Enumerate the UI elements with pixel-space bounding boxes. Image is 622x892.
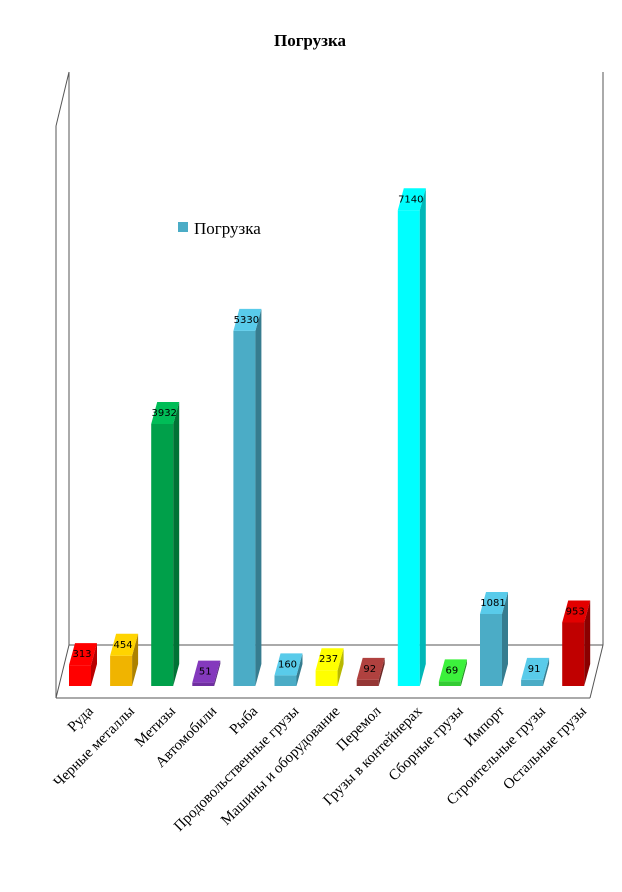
bar <box>480 591 508 686</box>
bar-side-face <box>378 657 385 686</box>
data-label: 953 <box>566 607 585 618</box>
floor-left-edge <box>55 644 70 699</box>
bar-side-face <box>460 659 467 686</box>
bar-top-face <box>397 188 426 211</box>
bar-top-face <box>110 633 139 656</box>
bar-top-face <box>315 648 344 671</box>
bar <box>192 660 221 686</box>
bar-front-face <box>521 679 544 686</box>
bar-top-face <box>356 657 385 680</box>
bar-front-face <box>233 330 256 686</box>
legend-swatch <box>178 222 188 232</box>
data-labels-group: 313 454 3932 51 5330 160 237 92 7140 69 1081 91 953 <box>72 194 584 677</box>
data-label: 5330 <box>234 315 259 326</box>
bar <box>397 188 426 687</box>
bar-top-face <box>274 653 303 676</box>
bar <box>151 402 180 686</box>
bar-top-face <box>438 659 467 682</box>
bar-side-face <box>91 643 97 686</box>
data-label: 454 <box>114 640 133 651</box>
bar <box>110 633 139 686</box>
bar <box>315 648 344 686</box>
data-label: 313 <box>72 649 91 660</box>
bar-side-face <box>584 600 591 686</box>
bar-top-face <box>192 660 221 683</box>
data-label: 1081 <box>480 598 505 609</box>
bar-side-face <box>132 633 139 686</box>
bar-side-face <box>255 308 262 686</box>
bar-front-face <box>562 622 585 686</box>
bar <box>438 659 467 686</box>
bars-group <box>69 188 591 687</box>
legend-label: Погрузка <box>194 219 261 238</box>
data-label: 237 <box>319 654 338 665</box>
bar-top-face <box>233 308 262 331</box>
bar-front-face <box>69 665 91 686</box>
side-wall-top-edge <box>55 71 70 127</box>
bar-side-face <box>214 660 221 686</box>
bar <box>562 600 591 686</box>
bar-side-face <box>296 653 303 686</box>
chart-title: Погрузка <box>274 31 347 50</box>
bar-top-face <box>69 643 97 666</box>
data-label: 7140 <box>398 194 423 205</box>
legend: Погрузка <box>178 219 261 238</box>
bar-front-face <box>438 681 461 686</box>
bar-front-face <box>356 679 379 686</box>
bar-top-face <box>480 591 508 614</box>
data-label: 92 <box>363 664 376 675</box>
bar-front-face <box>274 675 297 686</box>
bar-side-face <box>502 591 508 686</box>
bar-side-face <box>543 657 550 686</box>
bar <box>69 643 97 686</box>
bar-side-face <box>337 648 344 686</box>
data-label: 160 <box>278 659 297 670</box>
bar-front-face <box>480 613 502 686</box>
bar-front-face <box>315 670 338 686</box>
data-label: 51 <box>199 667 212 678</box>
bar-top-face <box>521 657 550 680</box>
data-label: 3932 <box>151 408 176 419</box>
bar-front-face <box>192 682 215 686</box>
category-label: Рыба <box>227 703 262 738</box>
bar <box>521 657 550 686</box>
bar-front-face <box>110 655 133 686</box>
bar <box>356 657 385 686</box>
data-label: 69 <box>446 665 459 676</box>
bar <box>233 308 262 686</box>
bar-side-face <box>173 402 180 686</box>
bar-side-face <box>419 188 426 687</box>
bar-top-face <box>562 600 591 623</box>
bar <box>274 653 303 686</box>
category-label: Сборные грузы <box>386 704 467 785</box>
chart-frame <box>55 71 604 699</box>
bar-front-face <box>397 210 420 687</box>
bar-front-face <box>151 424 174 686</box>
data-label: 91 <box>528 664 541 675</box>
category-label: Руда <box>65 703 97 735</box>
floor-right-edge <box>589 644 604 699</box>
bar-top-face <box>151 402 180 425</box>
